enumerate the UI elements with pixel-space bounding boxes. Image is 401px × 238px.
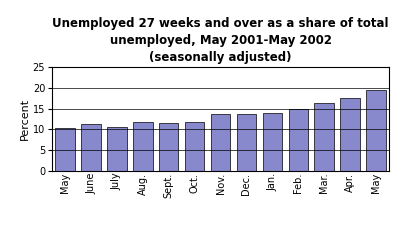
Bar (289, 109, 308, 171)
Bar (81, 124, 101, 171)
Bar (55, 128, 75, 171)
Bar (159, 123, 178, 171)
Title: Unemployed 27 weeks and over as a share of total
unemployed, May 2001-May 2002
(: Unemployed 27 weeks and over as a share … (52, 17, 389, 64)
Bar (211, 114, 230, 171)
Bar (340, 98, 360, 171)
Bar (263, 113, 282, 171)
Bar (314, 103, 334, 171)
Bar (366, 90, 386, 171)
Bar (237, 114, 256, 171)
Y-axis label: Percent: Percent (20, 98, 30, 140)
Bar (107, 127, 127, 171)
Bar (185, 122, 205, 171)
Bar (133, 122, 152, 171)
